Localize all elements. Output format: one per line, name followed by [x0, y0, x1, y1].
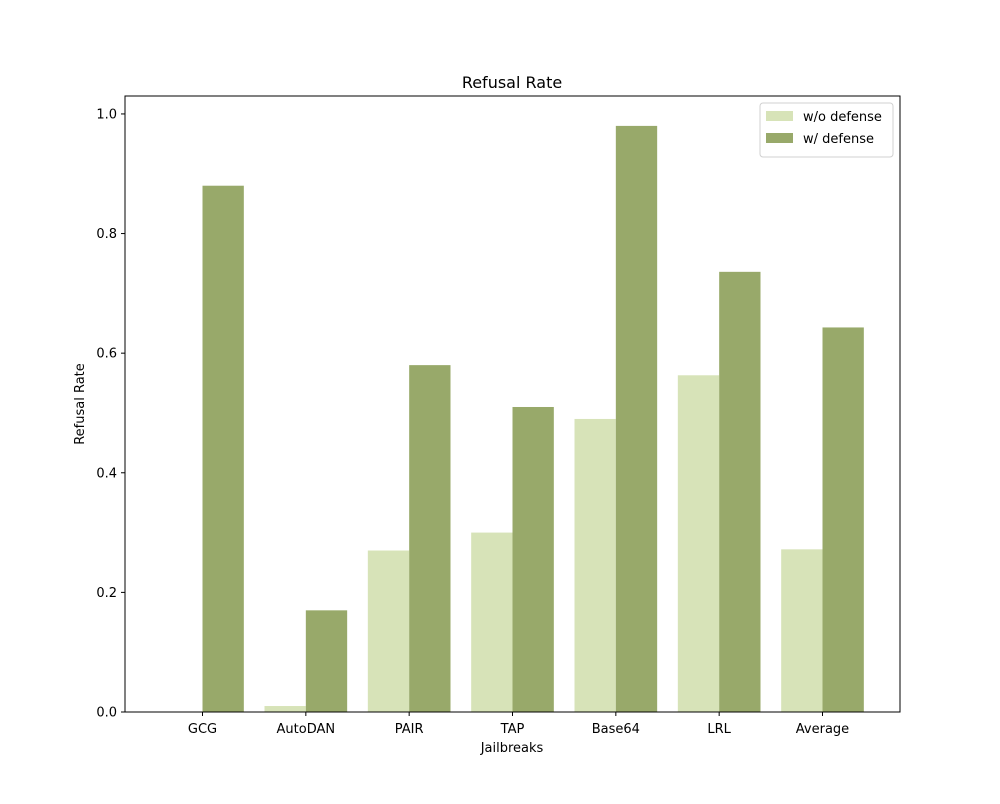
- legend-swatch: [766, 111, 793, 121]
- chart-title: Refusal Rate: [462, 73, 562, 92]
- bar-with-defense-autodan: [305, 610, 348, 712]
- x-tick-label: LRL: [707, 722, 731, 737]
- bar-without-defense-base64: [574, 418, 616, 712]
- bar-with-defense-average: [822, 327, 864, 712]
- x-tick-label: AutoDAN: [277, 722, 336, 737]
- y-tick-label: 1.0: [96, 107, 117, 122]
- bar-without-defense-lrl: [677, 375, 720, 712]
- y-tick-label: 0.4: [96, 466, 117, 481]
- bar-without-defense-pair: [367, 550, 410, 712]
- legend-box: [759, 102, 894, 158]
- legend-swatch: [766, 133, 793, 143]
- legend-entry-label: w/ defense: [803, 132, 874, 147]
- bar-without-defense-autodan: [264, 706, 306, 712]
- x-tick-label: PAIR: [395, 722, 424, 737]
- bar-with-defense-lrl: [719, 271, 761, 712]
- legend-entry-label: w/o defense: [803, 110, 882, 125]
- bar-without-defense-average: [781, 549, 823, 712]
- legend: w/o defense w/ defense: [759, 102, 894, 158]
- bar-with-defense-gcg: [202, 185, 244, 712]
- bar-with-defense-base64: [615, 125, 658, 712]
- bars-layer: [202, 125, 864, 712]
- bar-with-defense-tap: [512, 406, 554, 712]
- y-axis-label: Refusal Rate: [73, 363, 88, 445]
- y-tick-label: 0.0: [96, 706, 117, 721]
- x-tick-label: TAP: [500, 722, 525, 737]
- bar-without-defense-tap: [471, 532, 513, 712]
- y-tick-label: 0.8: [96, 227, 117, 242]
- bar-with-defense-pair: [409, 365, 451, 712]
- x-tick-label: Base64: [592, 722, 640, 737]
- x-tick-label: GCG: [188, 722, 217, 737]
- y-tick-label: 0.2: [96, 586, 117, 601]
- y-tick-label: 0.6: [96, 347, 117, 362]
- x-axis-label: Jailbreaks: [480, 741, 544, 756]
- axes-layer: 0.0 0.2 0.4 0.6 0.8 1.0 GCG AutoDAN PAIR TAP Base6…: [96, 95, 901, 737]
- x-tick-label: Average: [796, 722, 849, 737]
